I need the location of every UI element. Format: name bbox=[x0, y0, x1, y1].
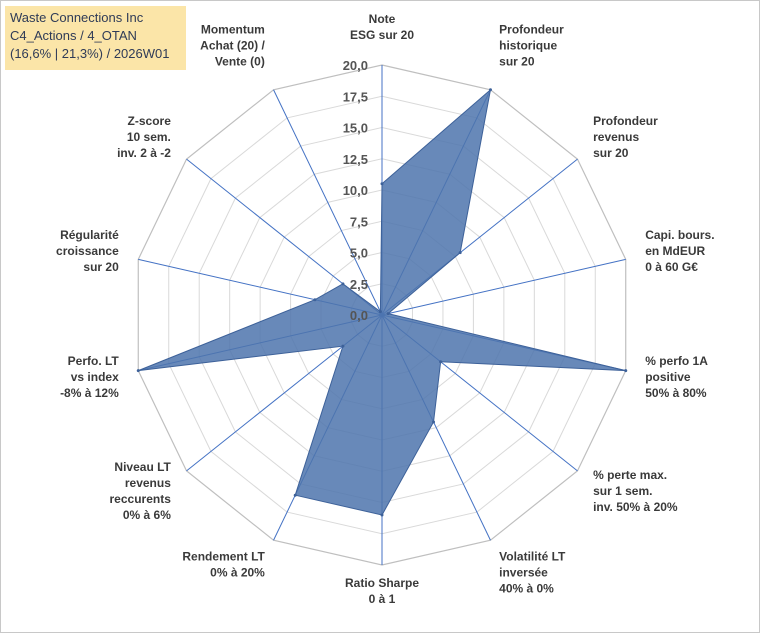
axis-label-line: Achat (20) / bbox=[200, 39, 265, 53]
axis-label: Perfo. LT vs index -8% à 12% bbox=[60, 354, 119, 400]
axis-label: Capi. bours. en MdEUR 0 à 60 G€ bbox=[645, 228, 714, 274]
axis-label: Momentum Achat (20) / Vente (0) bbox=[200, 23, 265, 69]
axis-label-line: Profondeur bbox=[499, 23, 564, 37]
tick-label: 7,5 bbox=[350, 214, 368, 229]
axis-label-line: Vente (0) bbox=[215, 55, 265, 69]
axis-label-line: -8% à 12% bbox=[60, 386, 119, 400]
axis-label-line: Momentum bbox=[201, 23, 265, 37]
data-point bbox=[378, 310, 382, 314]
data-point bbox=[432, 420, 436, 424]
data-point bbox=[458, 251, 462, 255]
axis-label-line: 0% à 6% bbox=[123, 508, 171, 522]
axis-label-line: 0% à 20% bbox=[210, 565, 265, 579]
axis-label-line: Z-score bbox=[128, 114, 172, 128]
tick-label: 12,5 bbox=[343, 152, 368, 167]
axis-label-line: en MdEUR bbox=[645, 244, 705, 258]
axis-label: Rendement LT 0% à 20% bbox=[182, 549, 265, 579]
axis-label: % perfo 1A positive 50% à 80% bbox=[645, 354, 708, 400]
data-point bbox=[439, 360, 443, 364]
data-point bbox=[293, 493, 297, 497]
axis-label-line: sur 20 bbox=[593, 146, 629, 160]
title-stats: (16,6% | 21,3%) / 2026W01 bbox=[10, 46, 170, 61]
axis-label-line: croissance bbox=[56, 244, 119, 258]
data-point bbox=[341, 344, 345, 348]
axis-label-line: vs index bbox=[71, 370, 119, 384]
data-point bbox=[386, 312, 390, 316]
axis-label-line: Niveau LT bbox=[114, 460, 171, 474]
axis-label-line: sur 20 bbox=[83, 260, 119, 274]
tick-label: 2,5 bbox=[350, 277, 368, 292]
axis-label-line: Régularité bbox=[60, 228, 119, 242]
axis-label-line: sur 20 bbox=[499, 55, 535, 69]
axis-label-line: Perfo. LT bbox=[68, 354, 120, 368]
title-company: Waste Connections Inc bbox=[10, 10, 144, 25]
axis-label-line: inv. 2 à -2 bbox=[117, 146, 171, 160]
axis-label: Profondeur revenus sur 20 bbox=[593, 114, 658, 160]
axis-label-line: Ratio Sharpe bbox=[345, 576, 419, 590]
axis-label-line: inv. 50% à 20% bbox=[593, 500, 678, 514]
axis-label: % perte max. sur 1 sem. inv. 50% à 20% bbox=[593, 468, 678, 514]
tick-label: 20,0 bbox=[343, 58, 368, 73]
axis-label-line: revenus bbox=[125, 476, 171, 490]
axis-label: Ratio Sharpe 0 à 1 bbox=[345, 576, 419, 606]
axis-label-line: % perte max. bbox=[593, 468, 667, 482]
axis-label-line: inversée bbox=[499, 565, 548, 579]
axis-labels: Note ESG sur 20 Profondeur historique sur 20… bbox=[56, 12, 715, 606]
chart-title-box: Waste Connections Inc C4_Actions / 4_OTA… bbox=[5, 6, 186, 70]
axis-label: Volatilité LT inversée 40% à 0% bbox=[499, 549, 566, 595]
axis-label: Z-score 10 sem. inv. 2 à -2 bbox=[117, 114, 171, 160]
axis-label-line: 50% à 80% bbox=[645, 386, 707, 400]
axis-spoke bbox=[273, 89, 383, 316]
axis-label-line: positive bbox=[645, 370, 691, 384]
axis-label-line: Capi. bours. bbox=[645, 228, 714, 242]
data-point bbox=[136, 369, 140, 373]
axis-label-line: Note bbox=[369, 12, 396, 26]
axis-label: Note ESG sur 20 bbox=[350, 12, 414, 42]
axis-label-line: 0 à 60 G€ bbox=[645, 260, 698, 274]
axis-label-line: Rendement LT bbox=[182, 549, 265, 563]
axis-label-line: % perfo 1A bbox=[645, 354, 708, 368]
tick-label: 0,0 bbox=[350, 308, 368, 323]
axis-label-line: Volatilité LT bbox=[499, 549, 566, 563]
data-point bbox=[341, 282, 345, 286]
data-point bbox=[380, 513, 384, 517]
tick-label: 15,0 bbox=[343, 121, 368, 136]
axis-label-line: historique bbox=[499, 39, 557, 53]
data-point bbox=[488, 88, 492, 92]
axis-label-line: 0 à 1 bbox=[369, 592, 396, 606]
axis-spoke bbox=[381, 258, 626, 316]
tick-label: 10,0 bbox=[343, 183, 368, 198]
tick-label: 5,0 bbox=[350, 246, 368, 261]
data-point bbox=[313, 298, 317, 302]
axis-label-line: reccurents bbox=[110, 492, 172, 506]
axis-label: Régularité croissance sur 20 bbox=[56, 228, 119, 274]
axis-label: Niveau LT revenus reccurents 0% à 6% bbox=[110, 460, 172, 522]
data-point bbox=[380, 182, 384, 186]
axis-label-line: ESG sur 20 bbox=[350, 28, 414, 42]
axis-label-line: 40% à 0% bbox=[499, 581, 554, 595]
radar-series bbox=[136, 88, 628, 517]
axis-label-line: 10 sem. bbox=[127, 130, 171, 144]
tick-label: 17,5 bbox=[343, 89, 368, 104]
axis-label-line: revenus bbox=[593, 130, 639, 144]
axis-label-line: Profondeur bbox=[593, 114, 658, 128]
title-category: C4_Actions / 4_OTAN bbox=[10, 28, 137, 43]
data-point bbox=[624, 369, 628, 373]
radial-tick-labels: 0,0 2,5 5,0 7,5 10,0 12,5 15,0 17,5 20,0 bbox=[343, 58, 368, 323]
axis-label: Profondeur historique sur 20 bbox=[499, 23, 564, 69]
axis-label-line: sur 1 sem. bbox=[593, 484, 652, 498]
